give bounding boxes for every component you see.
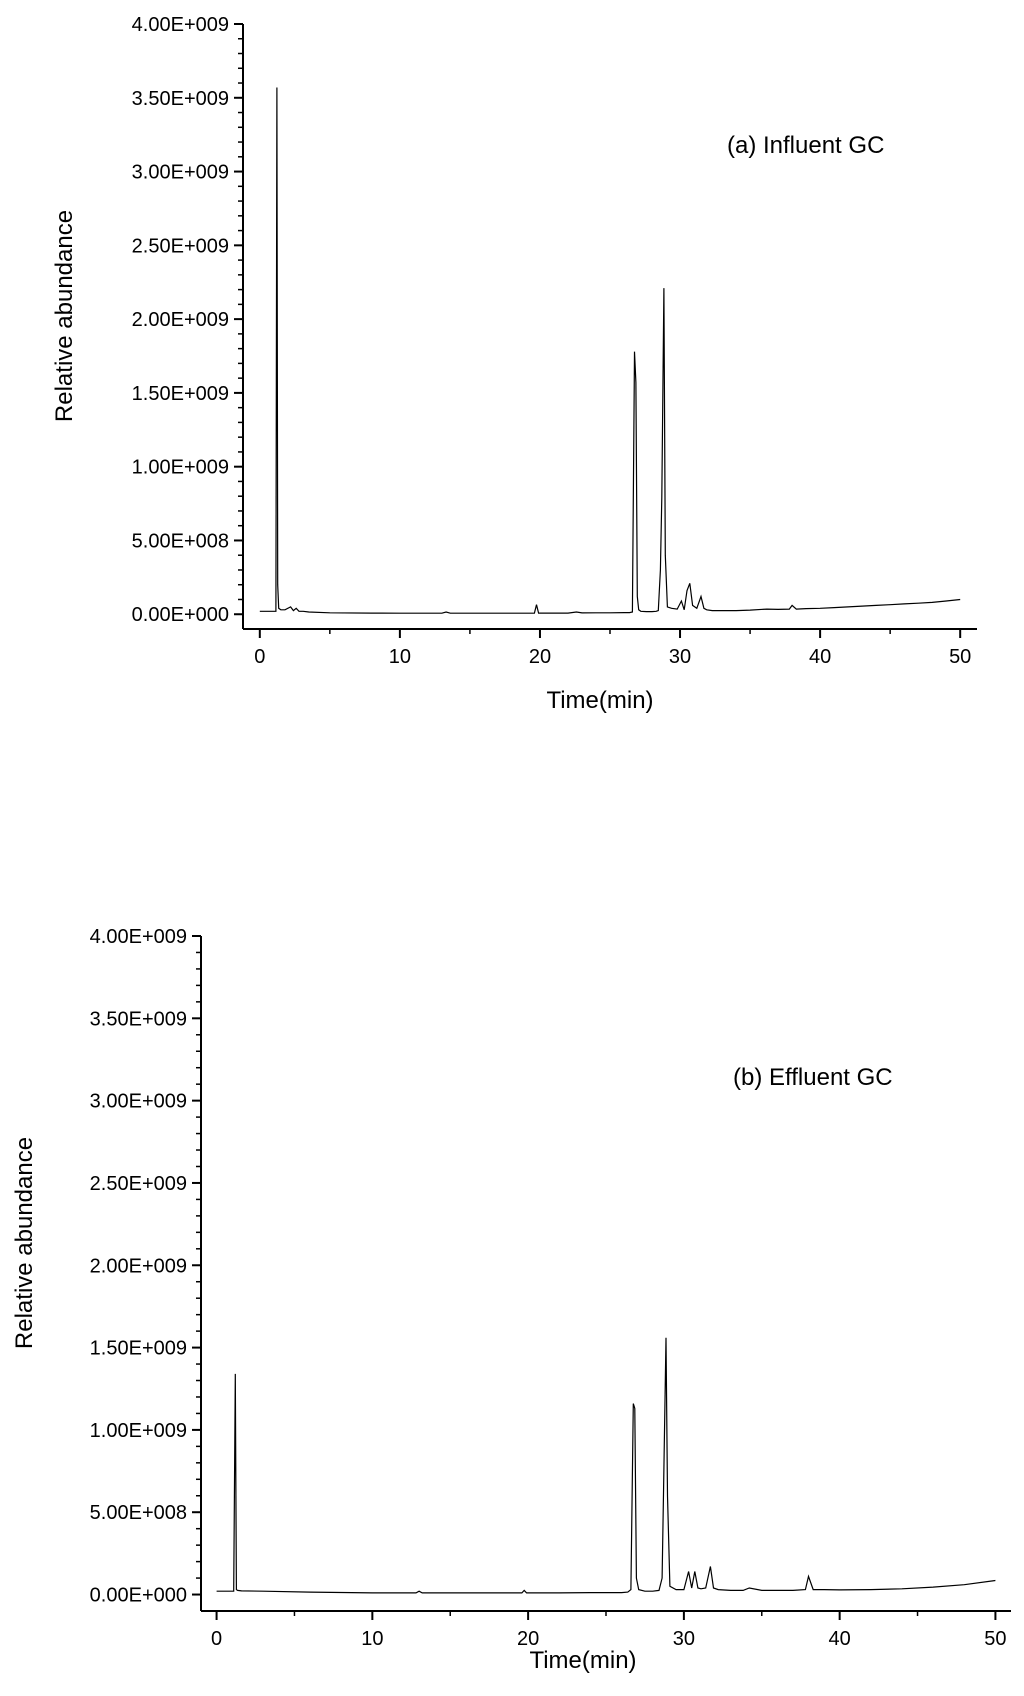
- data-line: [216, 1337, 996, 1594]
- x-tick-label: 50: [949, 646, 971, 668]
- y-tick-label: 2.00E+009: [132, 309, 229, 331]
- chromatogram-chart-influent: 0.00E+000 5.00E+008 1.00E+009 1.50E+009 2.00…: [51, 14, 977, 714]
- y-tick-label: 2.50E+009: [90, 1173, 187, 1195]
- data-line: [259, 87, 961, 614]
- x-tick-label: 30: [669, 646, 691, 668]
- chart-annotation: (b) Effluent GC: [733, 1064, 893, 1091]
- x-tick-label: 50: [984, 1628, 1006, 1650]
- x-tick-label: 40: [809, 646, 831, 668]
- y-tick-label: 3.50E+009: [132, 88, 229, 110]
- x-tick-label: 10: [361, 1628, 383, 1650]
- y-ticks: 0.00E+000 5.00E+008 1.00E+009 1.50E+009 2.00…: [90, 926, 201, 1607]
- x-tick-label: 20: [529, 646, 551, 668]
- x-ticks: 0 10 20 30 40 50: [211, 1611, 1007, 1650]
- y-tick-label: 3.00E+009: [90, 1091, 187, 1113]
- x-tick-label: 30: [673, 1628, 695, 1650]
- y-tick-label: 4.00E+009: [132, 14, 229, 36]
- y-tick-label: 0.00E+000: [90, 1585, 187, 1607]
- y-tick-label: 5.00E+008: [132, 530, 229, 552]
- chromatogram-chart-effluent: 0.00E+000 5.00E+008 1.00E+009 1.50E+009 2.00…: [11, 926, 1011, 1674]
- y-tick-label: 4.00E+009: [90, 926, 187, 948]
- x-axis-title: Time(min): [529, 1647, 636, 1674]
- plot-area: 0.00E+000 5.00E+008 1.00E+009 1.50E+009 2.00…: [90, 926, 1011, 1650]
- y-tick-label: 3.50E+009: [90, 1008, 187, 1030]
- y-tick-label: 0.00E+000: [132, 604, 229, 626]
- y-tick-label: 3.00E+009: [132, 162, 229, 184]
- y-tick-label: 1.00E+009: [132, 457, 229, 479]
- x-tick-label: 10: [389, 646, 411, 668]
- chart-annotation: (a) Influent GC: [727, 132, 884, 159]
- x-tick-label: 20: [517, 1628, 539, 1650]
- y-tick-label: 1.50E+009: [132, 383, 229, 405]
- y-tick-label: 5.00E+008: [90, 1502, 187, 1524]
- x-tick-label: 0: [254, 646, 265, 668]
- y-tick-label: 1.50E+009: [90, 1338, 187, 1360]
- x-tick-label: 0: [211, 1628, 222, 1650]
- y-tick-label: 2.00E+009: [90, 1255, 187, 1277]
- y-tick-label: 2.50E+009: [132, 235, 229, 257]
- plot-area: 0.00E+000 5.00E+008 1.00E+009 1.50E+009 2.00…: [132, 14, 977, 668]
- x-axis-title: Time(min): [546, 687, 653, 714]
- y-axis-title: Relative abundance: [51, 210, 78, 422]
- y-ticks: 0.00E+000 5.00E+008 1.00E+009 1.50E+009 2.00…: [132, 14, 243, 626]
- y-axis-title: Relative abundance: [11, 1137, 38, 1349]
- y-tick-label: 1.00E+009: [90, 1420, 187, 1442]
- x-tick-label: 40: [829, 1628, 851, 1650]
- x-ticks: 0 10 20 30 40 50: [254, 629, 971, 668]
